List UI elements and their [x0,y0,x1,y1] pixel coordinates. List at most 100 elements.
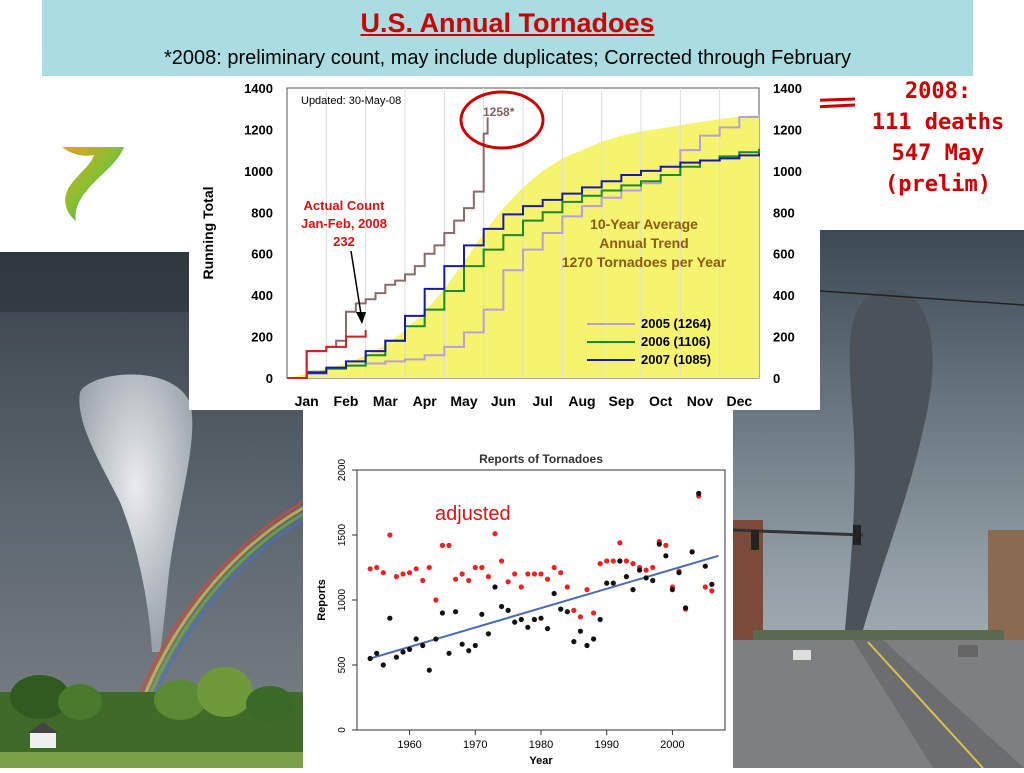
data-point [538,571,544,577]
data-point [426,564,432,571]
data-point [590,610,597,616]
data-point [604,558,610,564]
data-point [420,577,426,584]
data-point [459,571,465,577]
x-tick-label: Jul [533,393,553,409]
data-point [505,607,511,613]
data-point [702,563,708,569]
note-line: 547 May [891,141,985,166]
data-point [558,570,564,576]
y-tick-label-left: 200 [251,330,273,345]
data-point [617,540,623,546]
x-tick-label: Oct [649,393,673,409]
data-point [610,580,616,586]
callout-ellipse [459,90,545,150]
note-line: 111 deaths [871,110,1005,135]
data-point [393,574,400,580]
series-line [287,153,760,379]
data-point [452,576,459,582]
data-point [551,590,557,597]
data-point [571,639,577,645]
x-tick-label: Sep [608,393,634,409]
data-point [604,580,610,586]
trend-label: 1270 Tornadoes per Year [562,254,727,270]
data-point [656,541,662,547]
data-point [630,587,636,593]
actual-count-label: Jan-Feb, 2008 [301,216,387,231]
x-tick-label: Jan [295,393,319,409]
x-tick-label: May [450,393,477,409]
data-point [571,607,577,613]
y-tick-label-right: 400 [773,288,795,303]
legend-label: 2005 (1264) [641,316,711,331]
x-tick-label: 1990 [594,739,618,751]
data-point [551,564,557,571]
tornado-logo-icon [62,147,124,221]
y-tick-label: 0 [337,727,348,733]
x-tick-label: Apr [413,393,438,409]
trend-line [369,554,719,660]
data-point [512,571,518,577]
data-point [584,587,590,593]
data-point [452,609,459,615]
reports-of-tornadoes-chart: Reports of Tornadoes 1960 1970 1980 1990 2000… [316,452,726,767]
y-tick-label-left: 1400 [244,81,273,96]
data-point [367,566,373,572]
page-subtitle: *2008: preliminary count, may include du… [163,47,852,69]
data-point [479,564,485,571]
x-tick-label: 2000 [660,739,684,751]
y-tick-label-right: 0 [773,371,780,386]
data-point [531,571,538,577]
data-point [558,606,564,612]
x-tick-label: Nov [687,393,714,409]
y-tick-label: 1500 [337,523,348,546]
note-line: (prelim) [885,172,991,197]
running-total-chart: 0 0 200 200 400 400 600 600 800 800 1000 1000 1200 12… [200,81,802,409]
data-point [525,571,531,577]
data-point [367,655,373,662]
data-point [597,561,603,567]
chart-title: Reports of Tornadoes [479,452,603,466]
y-tick-label-right: 800 [773,205,795,220]
data-point [525,624,531,630]
legend-label: 2007 (1085) [641,352,711,367]
series-line [287,329,367,379]
page-title: U.S. Annual Tornadoes [360,8,655,38]
y-tick-label-left: 600 [251,247,273,262]
data-point [636,567,643,573]
data-point [380,570,386,576]
data-point [387,532,393,538]
plot-area [356,469,726,731]
data-point [630,561,636,567]
y-axis-label: Running Total [200,186,216,279]
title-banner: U.S. Annual Tornadoes *2008: preliminary… [42,0,973,76]
data-point [439,542,446,548]
data-point [597,616,603,623]
data-point [709,581,715,587]
arrow-line [350,250,362,315]
data-point [446,542,452,548]
data-point [433,636,439,642]
y-tick-label: 2000 [337,458,348,481]
data-point [374,564,380,571]
x-tick-label: Mar [373,393,398,409]
data-point [466,648,472,654]
data-point [538,615,544,621]
data-point [564,609,570,615]
data-point [400,649,406,655]
data-point [650,577,656,584]
x-tick-label: 1980 [529,739,553,751]
x-tick-label: Dec [726,393,752,409]
data-point [374,650,380,656]
data-point [682,605,689,611]
data-point [406,570,413,576]
actual-count-label: Actual Count [304,198,386,213]
data-point [498,558,505,564]
data-point [485,574,492,580]
data-point [544,576,551,582]
y-tick-label-right: 1000 [773,164,802,179]
y-tick-label: 500 [337,656,348,673]
y-tick-label-left: 800 [251,205,273,220]
data-point [420,642,426,649]
data-point [564,584,570,590]
